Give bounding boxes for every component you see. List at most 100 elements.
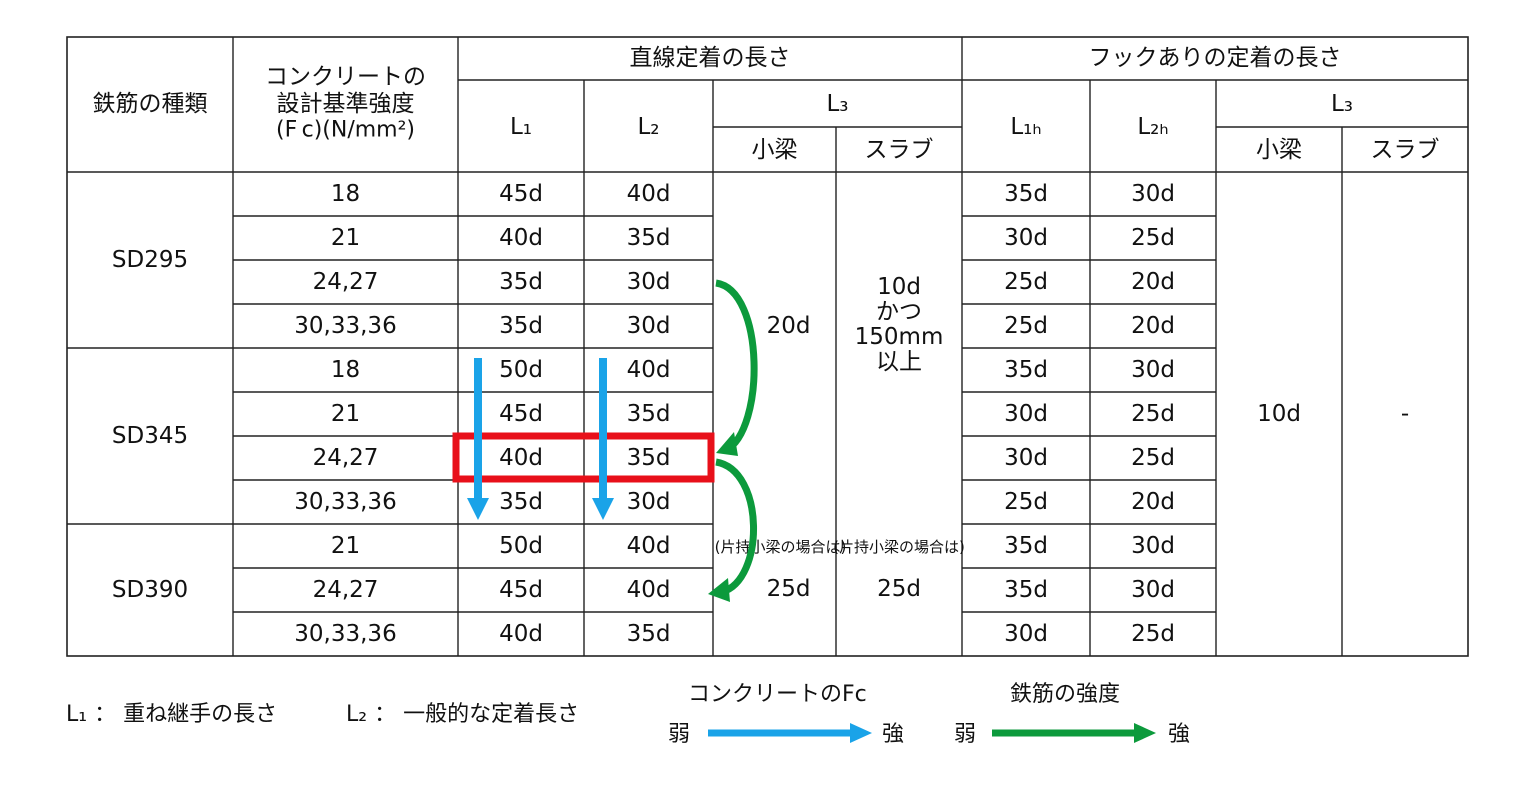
l2h-cell: 20d bbox=[1131, 313, 1175, 339]
l1-header: L₁ bbox=[510, 114, 532, 140]
l1h-cell: 30d bbox=[1004, 401, 1048, 427]
l1-cell: 50d bbox=[499, 533, 543, 559]
steel-type-header: 鉄筋の種類 bbox=[93, 91, 208, 117]
l2-cell: 30d bbox=[627, 269, 671, 295]
fc-cell: 30,33,36 bbox=[294, 621, 396, 647]
annotation-marks bbox=[452, 279, 758, 602]
l1-cell: 50d bbox=[499, 357, 543, 383]
hook-small-beam-header: 小梁 bbox=[1256, 137, 1302, 163]
l3-slab-value: 以上 bbox=[876, 349, 922, 375]
steel-strength-arrow bbox=[715, 279, 758, 454]
l3-slab-value: 10d bbox=[877, 274, 921, 300]
cantilever-small-beam-value: 25d bbox=[767, 576, 811, 602]
l2-cell: 35d bbox=[627, 621, 671, 647]
steel-strong-label: 強 bbox=[1168, 722, 1191, 747]
l3-hook-header: L₃ bbox=[1331, 91, 1353, 117]
cantilever-note-small-beam: (片持小梁の場合は) bbox=[715, 538, 847, 556]
l1-cell: 35d bbox=[499, 269, 543, 295]
l1-cell: 45d bbox=[499, 401, 543, 427]
l1h-header: L₁ₕ bbox=[1010, 114, 1041, 140]
table-frame bbox=[66, 36, 1469, 657]
l1h-cell: 30d bbox=[1004, 621, 1048, 647]
l2-header: L₂ bbox=[637, 114, 659, 140]
l2-cell: 40d bbox=[627, 533, 671, 559]
steel-grade-label: SD390 bbox=[112, 577, 188, 603]
fc-cell: 21 bbox=[331, 225, 360, 251]
l1h-cell: 35d bbox=[1004, 357, 1048, 383]
fc-cell: 24,27 bbox=[313, 445, 379, 471]
l2-cell: 40d bbox=[627, 181, 671, 207]
steel-legend-title: 鉄筋の強度 bbox=[1010, 682, 1121, 707]
l1h-cell: 35d bbox=[1004, 181, 1048, 207]
steel-grade-label: SD345 bbox=[112, 423, 188, 449]
fc-legend-title: コンクリートのFc bbox=[688, 682, 867, 707]
fc-cell: 30,33,36 bbox=[294, 313, 396, 339]
concrete-strength-header: 設計基準強度 bbox=[277, 91, 415, 117]
cantilever-slab-value: 25d bbox=[877, 576, 921, 602]
l1-cell: 40d bbox=[499, 621, 543, 647]
l2h-cell: 25d bbox=[1131, 401, 1175, 427]
l2h-cell: 25d bbox=[1131, 225, 1175, 251]
steel-weak-label: 弱 bbox=[954, 722, 977, 747]
l2-definition: L₂ ： 一般的な定着長さ bbox=[346, 702, 580, 727]
l1h-cell: 30d bbox=[1004, 445, 1048, 471]
l2h-cell: 30d bbox=[1131, 181, 1175, 207]
cantilever-note-slab: (片持小梁の場合は) bbox=[833, 538, 965, 556]
concrete-strength-unit: (F c)(N/mm²) bbox=[276, 118, 415, 143]
l3-small-beam-value: 20d bbox=[767, 313, 811, 339]
l2-cell: 30d bbox=[627, 313, 671, 339]
l1-cell: 45d bbox=[499, 577, 543, 603]
steel-strength-arrow bbox=[715, 458, 757, 596]
l2h-cell: 25d bbox=[1131, 621, 1175, 647]
l1-cell: 40d bbox=[499, 445, 543, 471]
l1h-cell: 30d bbox=[1004, 225, 1048, 251]
steel-grade-label: SD295 bbox=[112, 247, 188, 273]
steel-strength-arrowhead bbox=[708, 578, 730, 602]
l2h-cell: 30d bbox=[1131, 533, 1175, 559]
l3-slab-value: かつ bbox=[876, 299, 922, 325]
fc-strength-arrowhead bbox=[592, 498, 614, 520]
concrete-strength-header: コンクリートの bbox=[265, 64, 426, 90]
hook-l3-small-beam-value: 10d bbox=[1257, 401, 1301, 427]
hook-l3-slab-value: - bbox=[1401, 401, 1409, 427]
l2-cell: 35d bbox=[627, 445, 671, 471]
l2-cell: 40d bbox=[627, 357, 671, 383]
highlight-box bbox=[452, 432, 715, 483]
l1h-cell: 25d bbox=[1004, 489, 1048, 515]
l3-header: L₃ bbox=[826, 91, 848, 117]
l2-cell: 35d bbox=[627, 401, 671, 427]
l2-cell: 30d bbox=[627, 489, 671, 515]
hook-anchorage-header: フックありの定着の長さ bbox=[1089, 45, 1342, 71]
l1h-cell: 35d bbox=[1004, 533, 1048, 559]
fc-weak-label: 弱 bbox=[668, 722, 691, 747]
l2-cell: 35d bbox=[627, 225, 671, 251]
l1h-cell: 25d bbox=[1004, 313, 1048, 339]
l2h-cell: 30d bbox=[1131, 577, 1175, 603]
fc-cell: 30,33,36 bbox=[294, 489, 396, 515]
fc-strong-label: 強 bbox=[882, 722, 905, 747]
l1h-cell: 35d bbox=[1004, 577, 1048, 603]
fc-cell: 21 bbox=[331, 533, 360, 559]
fc-cell: 18 bbox=[331, 357, 360, 383]
fc-strength-arrowhead bbox=[467, 498, 489, 520]
slab-header: スラブ bbox=[865, 137, 934, 163]
l1-cell: 40d bbox=[499, 225, 543, 251]
steel-strength-arrowhead bbox=[716, 432, 738, 456]
straight-anchorage-header: 直線定着の長さ bbox=[630, 45, 791, 71]
fc-cell: 18 bbox=[331, 181, 360, 207]
l3-slab-value: 150mm bbox=[855, 324, 944, 350]
l2h-cell: 20d bbox=[1131, 489, 1175, 515]
fc-cell: 24,27 bbox=[313, 269, 379, 295]
l2h-header: L₂ₕ bbox=[1137, 114, 1168, 140]
l1h-cell: 25d bbox=[1004, 269, 1048, 295]
l1-definition: L₁ ： 重ね継手の長さ bbox=[66, 702, 278, 727]
l1-cell: 35d bbox=[499, 313, 543, 339]
l2h-cell: 25d bbox=[1131, 445, 1175, 471]
table-grid bbox=[66, 36, 1469, 657]
l1-cell: 45d bbox=[499, 181, 543, 207]
hook-slab-header: スラブ bbox=[1371, 137, 1440, 163]
l2h-cell: 20d bbox=[1131, 269, 1175, 295]
fc-cell: 24,27 bbox=[313, 577, 379, 603]
